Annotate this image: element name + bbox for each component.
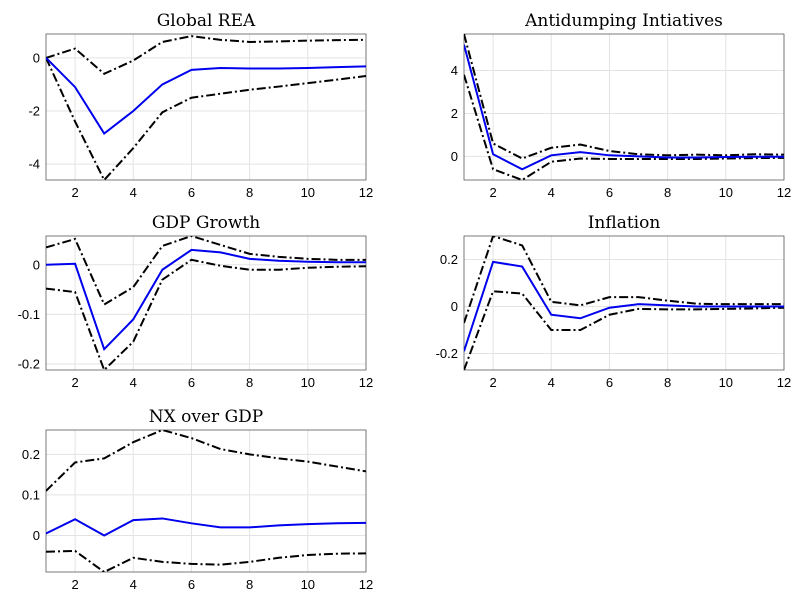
y-tick-label: 2 <box>451 106 458 121</box>
x-tick-label: 10 <box>719 185 733 200</box>
x-tick-label: 12 <box>359 375 373 390</box>
chart-panel-1: Global REA 2 4 6 8 10 12 -4 -2 0 <box>28 11 373 200</box>
chart-title: Antidumping Intiatives <box>524 11 723 31</box>
chart-panel-2: Antidumping Intiatives 2 4 6 8 10 12 0 2 4 <box>451 11 791 200</box>
chart-panel-3: GDP Growth 2 4 6 8 10 12 -0.2 -0.1 0 <box>18 213 374 390</box>
x-tick-label: 6 <box>188 577 195 592</box>
x-tick-label: 10 <box>301 375 315 390</box>
series-line-estimate <box>464 260 784 352</box>
x-tick-label: 2 <box>71 577 78 592</box>
series-line-upper-band <box>46 236 366 306</box>
plot-frame <box>45 235 367 371</box>
x-tick-label: 4 <box>548 185 555 200</box>
plot-frame <box>45 33 367 181</box>
y-tick-label: -0.2 <box>436 346 458 361</box>
series-line-lower-band <box>46 549 366 572</box>
x-tick-label: 8 <box>664 185 671 200</box>
series-line-estimate <box>464 44 784 171</box>
y-tick-label: -0.1 <box>18 307 40 322</box>
chart-title: GDP Growth <box>152 213 260 233</box>
chart-panel-5: NX over GDP 2 4 6 8 10 12 0 0.1 0.2 <box>22 407 373 592</box>
x-tick-label: 6 <box>606 185 613 200</box>
x-tick-label: 10 <box>719 375 733 390</box>
y-tick-label: 4 <box>451 63 458 78</box>
plot-frame <box>463 33 785 181</box>
series-line-upper-band <box>46 430 366 492</box>
y-tick-label: 0.2 <box>22 447 40 462</box>
plot-frame <box>45 429 367 573</box>
x-tick-label: 10 <box>301 185 315 200</box>
y-tick-label: -4 <box>28 157 40 172</box>
series-line-lower-band <box>464 74 784 180</box>
x-tick-label: 4 <box>130 577 137 592</box>
x-tick-label: 8 <box>246 375 253 390</box>
x-tick-label: 10 <box>301 577 315 592</box>
x-tick-label: 4 <box>548 375 555 390</box>
chart-title: Inflation <box>588 213 661 233</box>
y-tick-label: 0 <box>33 257 40 272</box>
x-tick-label: 8 <box>246 577 253 592</box>
y-tick-label: -0.2 <box>18 357 40 372</box>
chart-title: Global REA <box>157 11 256 31</box>
x-tick-label: 2 <box>71 185 78 200</box>
x-tick-label: 2 <box>489 185 496 200</box>
x-tick-label: 2 <box>71 375 78 390</box>
x-tick-label: 8 <box>664 375 671 390</box>
y-tick-label: 0.1 <box>22 487 40 502</box>
series-line-lower-band <box>46 258 366 370</box>
series-line-estimate <box>46 517 366 537</box>
series-line-upper-band <box>464 236 784 324</box>
y-tick-label: 0.2 <box>440 252 458 267</box>
series-line-lower-band <box>464 290 784 370</box>
x-tick-label: 12 <box>777 185 791 200</box>
chart-panel-4: Inflation 2 4 6 8 10 12 -0.2 0 0.2 <box>436 213 792 390</box>
x-tick-label: 4 <box>130 375 137 390</box>
y-tick-label: 0 <box>33 50 40 65</box>
x-tick-label: 2 <box>489 375 496 390</box>
series-line-estimate <box>46 57 366 136</box>
x-tick-label: 4 <box>130 185 137 200</box>
y-tick-label: 0 <box>451 149 458 164</box>
series-line-upper-band <box>464 34 784 160</box>
x-tick-label: 6 <box>606 375 613 390</box>
chart-title: NX over GDP <box>149 407 263 427</box>
y-tick-label: -2 <box>28 103 40 118</box>
x-tick-label: 6 <box>188 185 195 200</box>
plot-frame <box>463 235 785 371</box>
x-tick-label: 8 <box>246 185 253 200</box>
series-line-estimate <box>46 248 366 352</box>
x-tick-label: 12 <box>359 185 373 200</box>
x-tick-label: 12 <box>359 577 373 592</box>
y-tick-label: 0 <box>451 299 458 314</box>
x-tick-label: 6 <box>188 375 195 390</box>
x-tick-label: 12 <box>777 375 791 390</box>
y-tick-label: 0 <box>33 528 40 543</box>
series-line-lower-band <box>46 57 366 180</box>
